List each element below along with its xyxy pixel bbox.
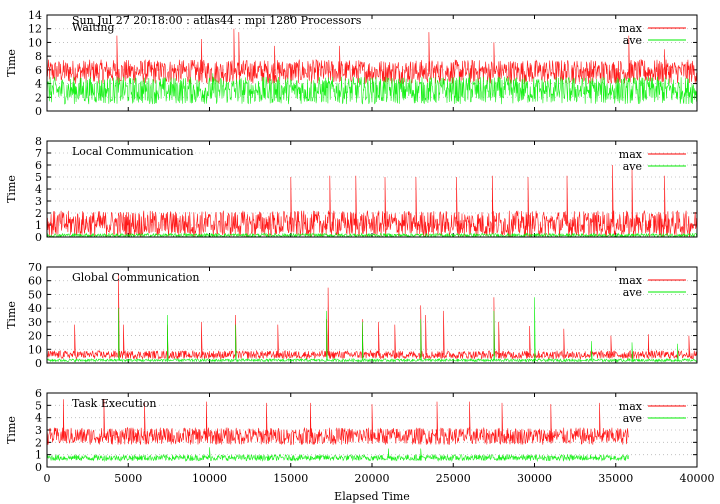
- y-tick-label: 0: [35, 231, 42, 244]
- y-tick-label: 50: [28, 288, 42, 301]
- x-tick-label: 10000: [192, 472, 227, 485]
- y-tick-label: 6: [35, 64, 42, 77]
- run-info-title: Sun Jul 27 20:18:00 : atlas44 : mpi 1280…: [72, 14, 362, 27]
- y-axis-label: Time: [5, 49, 18, 77]
- y-tick-label: 20: [28, 330, 42, 343]
- y-tick-label: 3: [35, 195, 42, 208]
- legend-label-ave: ave: [623, 412, 642, 425]
- y-axis-label: Time: [5, 175, 18, 203]
- x-tick-label: 30000: [517, 472, 552, 485]
- y-tick-label: 6: [35, 387, 42, 400]
- y-tick-label: 2: [35, 91, 42, 104]
- panel-title: Global Communication: [72, 271, 200, 284]
- y-tick-label: 0: [35, 357, 42, 370]
- y-tick-label: 4: [35, 78, 42, 91]
- series-line-max: [46, 28, 698, 85]
- series-line-ave: [46, 297, 698, 363]
- x-axis-label: Elapsed Time: [334, 490, 410, 503]
- y-tick-label: 2: [35, 436, 42, 449]
- plot-frame: [46, 140, 698, 238]
- y-tick-label: 12: [28, 23, 42, 36]
- plot-frame: [46, 392, 698, 468]
- y-tick-label: 4: [35, 183, 42, 196]
- series-line-max: [46, 273, 698, 360]
- y-tick-label: 0: [35, 461, 42, 474]
- y-tick-label: 5: [35, 171, 42, 184]
- x-tick-label: 5000: [114, 472, 142, 485]
- series-line-max: [46, 399, 629, 446]
- panel-title: Local Communication: [72, 145, 194, 158]
- y-tick-label: 1: [35, 449, 42, 462]
- y-axis-label: Time: [5, 301, 18, 329]
- y-tick-label: 8: [35, 135, 42, 148]
- x-tick-label: 40000: [680, 472, 715, 485]
- y-tick-label: 0: [35, 105, 42, 118]
- plot-frame: [46, 14, 698, 112]
- y-tick-label: 4: [35, 412, 42, 425]
- legend-label-max: max: [619, 22, 643, 35]
- x-tick-label: 25000: [436, 472, 471, 485]
- x-tick-label: 15000: [273, 472, 308, 485]
- panel-title: Task Execution: [72, 397, 156, 410]
- x-tick-label: 20000: [355, 472, 390, 485]
- y-tick-label: 14: [28, 9, 42, 22]
- y-tick-label: 70: [28, 261, 42, 274]
- x-tick-label: 35000: [598, 472, 633, 485]
- plot-frame: [46, 266, 698, 364]
- legend-label-ave: ave: [623, 286, 642, 299]
- y-tick-label: 3: [35, 424, 42, 437]
- legend-label-ave: ave: [623, 160, 642, 173]
- legend-label-max: max: [619, 400, 643, 413]
- legend-label-max: max: [619, 274, 643, 287]
- panel-title: Waiting: [72, 21, 115, 34]
- y-tick-label: 40: [28, 302, 42, 315]
- y-tick-label: 30: [28, 316, 42, 329]
- legend-label-max: max: [619, 148, 643, 161]
- y-tick-label: 6: [35, 159, 42, 172]
- y-tick-label: 8: [35, 50, 42, 63]
- y-tick-label: 5: [35, 399, 42, 412]
- y-axis-label: Time: [5, 416, 18, 444]
- y-tick-label: 10: [28, 36, 42, 49]
- y-tick-label: 1: [35, 219, 42, 232]
- y-tick-label: 60: [28, 275, 42, 288]
- y-tick-label: 10: [28, 343, 42, 356]
- series-line-ave: [46, 447, 630, 462]
- y-tick-label: 2: [35, 207, 42, 220]
- series-line-max: [46, 164, 698, 238]
- y-tick-label: 7: [35, 147, 42, 160]
- legend-label-ave: ave: [623, 34, 642, 47]
- series-line-ave: [46, 232, 698, 239]
- x-tick-label: 0: [44, 472, 51, 485]
- series-line-ave: [46, 73, 698, 105]
